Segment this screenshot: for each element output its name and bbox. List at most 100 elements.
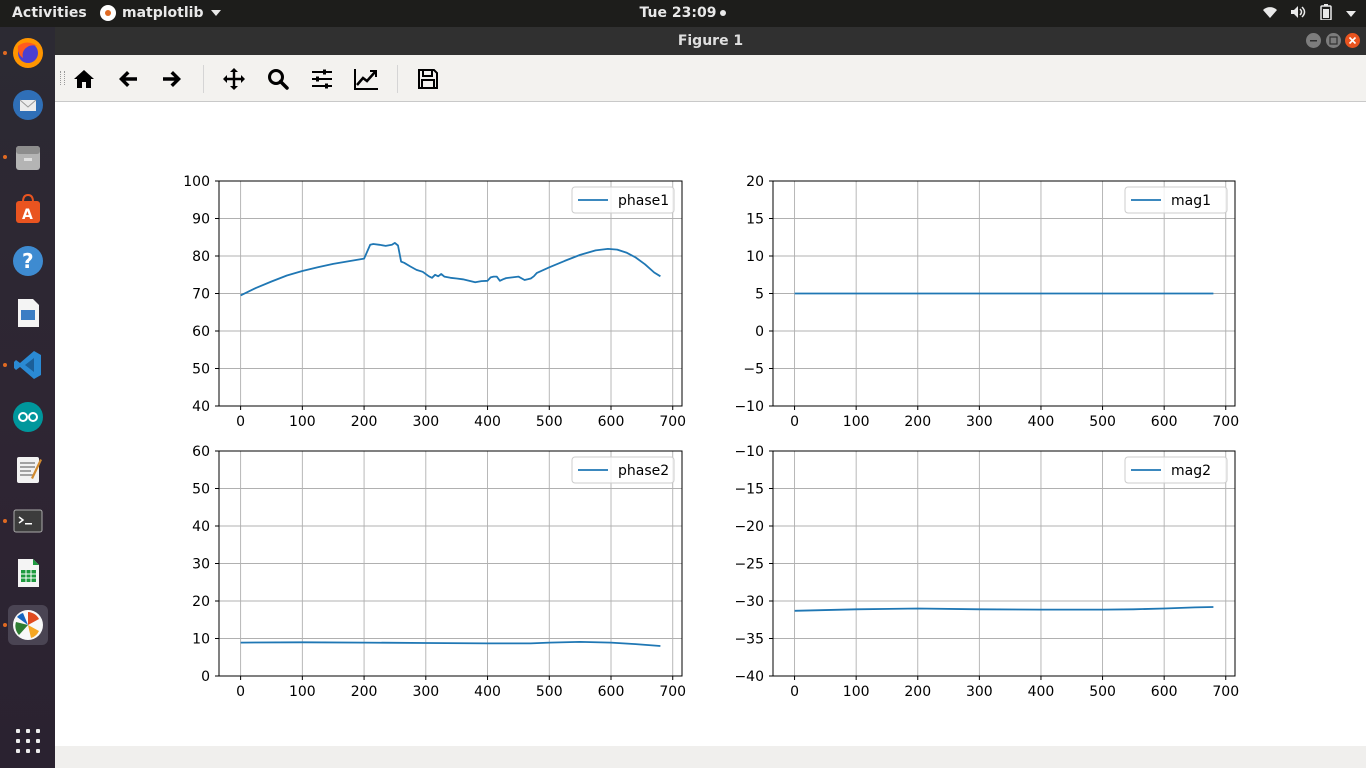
legend-label: phase1 xyxy=(618,193,669,209)
chevron-down-icon xyxy=(211,10,222,16)
minimize-button[interactable] xyxy=(1306,33,1321,48)
y-tick-label: −25 xyxy=(734,557,764,573)
subplot-2[interactable]: 0 100 200 300 400 500 600 700 −10 −5 0 5 10 15 20 mag1 xyxy=(734,174,1239,430)
dock-item-text-editor[interactable] xyxy=(8,449,48,489)
pan-button[interactable] xyxy=(221,66,247,92)
dock-item-ubuntu-software[interactable]: A xyxy=(8,189,48,229)
figure-toolbar xyxy=(55,55,1366,102)
dock-item-help[interactable]: ? xyxy=(8,241,48,281)
thunderbird-icon xyxy=(13,90,43,120)
save-button[interactable] xyxy=(415,66,441,92)
close-button[interactable] xyxy=(1345,33,1360,48)
configure-subplots-button[interactable] xyxy=(309,66,335,92)
app-menu[interactable]: matplotlib xyxy=(100,5,222,21)
y-tick-label: 60 xyxy=(192,324,210,340)
dock-item-document-viewer[interactable] xyxy=(8,293,48,333)
y-tick-label: 40 xyxy=(192,399,210,415)
subplot-4[interactable]: 0 100 200 300 400 500 600 700 −40 −35 −30 −25 −20 −15… xyxy=(734,444,1239,700)
matplotlib-app-icon xyxy=(100,5,116,21)
subplot-3[interactable]: 0 100 200 300 400 500 600 700 0 10 20 30 40 50 60 phase… xyxy=(192,444,686,700)
x-tick-label: 100 xyxy=(289,414,316,430)
legend: mag1 xyxy=(1124,186,1228,214)
arrow-right-icon xyxy=(163,71,181,87)
x-tick-label: 100 xyxy=(843,414,870,430)
y-tick-label: 15 xyxy=(746,212,764,228)
zoom-button[interactable] xyxy=(265,66,291,92)
show-applications-icon[interactable] xyxy=(16,729,40,753)
back-button[interactable] xyxy=(115,66,141,92)
running-indicator xyxy=(3,155,7,159)
software-bag-icon: A xyxy=(16,193,40,223)
dock: A ? xyxy=(0,27,55,768)
y-tick-label: 80 xyxy=(192,249,210,265)
y-tick-label: 20 xyxy=(192,594,210,610)
y-tick-label: −10 xyxy=(734,399,764,415)
x-tick-label: 700 xyxy=(1212,684,1239,700)
figure-canvas[interactable]: 0 100 200 300 400 500 600 700 40 50 60 70 80 90 100 pha… xyxy=(55,102,1366,746)
firefox-icon xyxy=(13,38,43,68)
y-tick-label: 70 xyxy=(192,287,210,303)
y-tick-label: 100 xyxy=(183,174,210,190)
forward-button[interactable] xyxy=(159,66,185,92)
dock-item-thunderbird[interactable] xyxy=(8,85,48,125)
x-tick-label: 200 xyxy=(351,414,378,430)
y-tick-label: −20 xyxy=(734,519,764,535)
y-tick-label: 20 xyxy=(746,174,764,190)
battery-icon[interactable] xyxy=(1320,4,1332,24)
x-tick-label: 200 xyxy=(351,684,378,700)
y-tick-label: −10 xyxy=(734,444,764,460)
edit-axes-button[interactable] xyxy=(353,66,379,92)
home-button[interactable] xyxy=(71,66,97,92)
sliders-icon xyxy=(312,69,332,89)
series-line-mag2 xyxy=(794,606,1214,612)
x-tick-label: 0 xyxy=(790,414,799,430)
move-arrows-icon xyxy=(223,68,245,90)
terminal-icon xyxy=(13,509,43,533)
x-tick-label: 300 xyxy=(966,414,993,430)
window-titlebar[interactable]: Figure 1 xyxy=(55,27,1366,55)
toolbar-grip[interactable] xyxy=(60,71,65,85)
toolbar-separator xyxy=(397,65,398,93)
dock-item-vscode[interactable] xyxy=(8,345,48,385)
wifi-icon[interactable] xyxy=(1262,5,1278,23)
legend: mag2 xyxy=(1124,456,1228,484)
legend-label: mag1 xyxy=(1171,193,1211,209)
dock-item-arduino[interactable] xyxy=(8,397,48,437)
matplotlib-icon xyxy=(13,610,43,640)
legend: phase1 xyxy=(571,186,675,214)
activities-button[interactable]: Activities xyxy=(12,5,87,21)
legend-box xyxy=(571,186,675,214)
x-tick-label: 300 xyxy=(966,684,993,700)
y-tick-label: 60 xyxy=(192,444,210,460)
y-tick-label: 5 xyxy=(755,287,764,303)
x-tick-label: 600 xyxy=(1151,414,1178,430)
x-tick-label: 300 xyxy=(412,684,439,700)
system-tray[interactable] xyxy=(1262,4,1356,24)
home-icon xyxy=(74,70,94,88)
app-menu-label: matplotlib xyxy=(122,5,204,21)
maximize-button[interactable] xyxy=(1326,33,1341,48)
volume-icon[interactable] xyxy=(1290,5,1308,23)
x-tick-label: 600 xyxy=(1151,684,1178,700)
text-editor-icon xyxy=(17,457,42,483)
y-tick-label: −5 xyxy=(743,362,764,378)
y-tick-label: −15 xyxy=(734,482,764,498)
dock-item-matplotlib[interactable] xyxy=(8,605,48,645)
subplot-1[interactable]: 0 100 200 300 400 500 600 700 40 50 60 70 80 90 100 pha… xyxy=(183,174,686,430)
svg-text:?: ? xyxy=(22,249,34,273)
legend-label: mag2 xyxy=(1171,463,1211,479)
dock-item-terminal[interactable] xyxy=(8,501,48,541)
x-tick-label: 500 xyxy=(1089,684,1116,700)
legend-box xyxy=(1124,186,1228,214)
figure-plots[interactable]: 0 100 200 300 400 500 600 700405060708090100pha… xyxy=(55,102,1366,746)
y-tick-label: 40 xyxy=(192,519,210,535)
dock-item-firefox[interactable] xyxy=(8,33,48,73)
system-menu-chevron-icon[interactable] xyxy=(1346,11,1356,17)
legend-box xyxy=(571,456,675,484)
x-tick-label: 400 xyxy=(474,684,501,700)
dock-item-libreoffice-calc[interactable] xyxy=(8,553,48,593)
x-tick-label: 100 xyxy=(843,684,870,700)
dock-item-files[interactable] xyxy=(8,137,48,177)
arduino-icon xyxy=(13,402,43,432)
legend-box xyxy=(1124,456,1228,484)
